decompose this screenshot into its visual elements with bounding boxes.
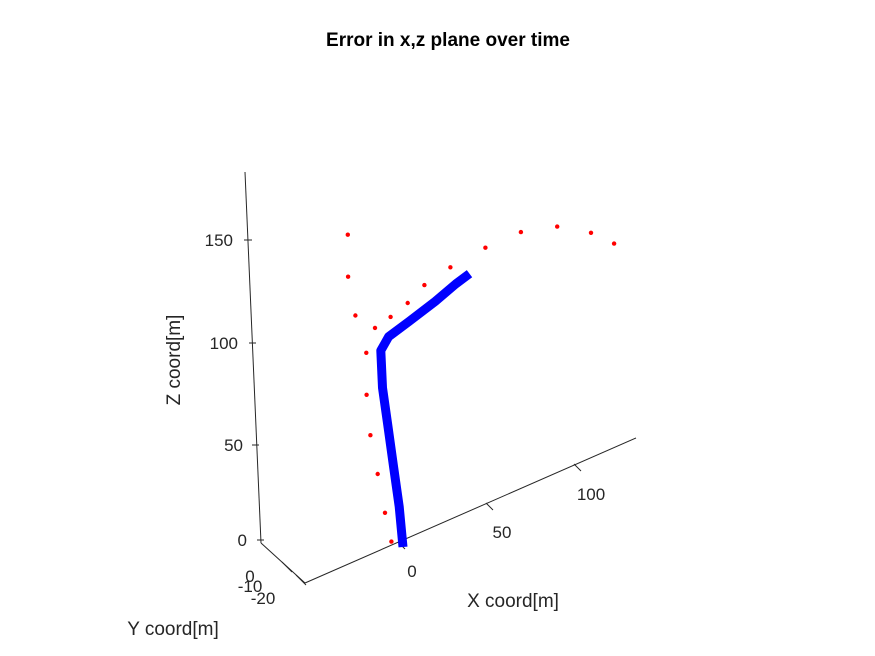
z-tick-label: 150 — [205, 231, 233, 250]
z-tick-label: 50 — [224, 436, 243, 455]
x-tick-label: 100 — [577, 485, 605, 504]
measurement-point — [388, 314, 393, 320]
measurement-point — [345, 232, 350, 237]
measurement-point — [364, 350, 369, 355]
z-tick-label: 100 — [210, 334, 238, 353]
data-series-layer — [345, 224, 617, 548]
chart-title: Error in x,z plane over time — [326, 30, 570, 51]
measurement-point — [389, 539, 394, 544]
measurement-point — [368, 433, 373, 438]
measurement-point — [588, 230, 594, 235]
measurement-point — [555, 224, 560, 229]
measurement-point — [422, 282, 427, 288]
measurement-point — [382, 510, 388, 515]
measurement-point — [353, 313, 358, 318]
measurement-point — [345, 274, 351, 279]
z-axis-label: Z coord[m] — [164, 315, 185, 406]
y-tick-label: -20 — [251, 589, 276, 608]
x-tick-mark — [573, 463, 582, 472]
measurement-point — [364, 392, 369, 397]
measurement-point — [448, 265, 453, 270]
trajectory-line — [376, 270, 473, 548]
y-axis-label: Y coord[m] — [127, 619, 219, 640]
measurement-point — [405, 300, 410, 306]
x-tick-label: 0 — [407, 562, 416, 581]
z-tick-label: 0 — [238, 531, 247, 550]
y-tick-mark — [281, 561, 293, 573]
y-tick-label: -10 — [238, 577, 263, 596]
measurement-point — [375, 471, 380, 477]
measurement-point — [518, 229, 524, 235]
measurement-point — [483, 245, 488, 250]
y-tick-mark — [295, 574, 307, 586]
x-tick-label: 50 — [493, 523, 512, 542]
y-tick-label: 0 — [245, 567, 254, 586]
z-axis-line — [244, 171, 262, 544]
x-axis-line — [304, 437, 637, 584]
x-tick-mark — [485, 502, 494, 511]
measurement-point — [372, 325, 378, 331]
x-axis-label: X coord[m] — [467, 591, 559, 612]
measurement-point — [611, 241, 617, 246]
